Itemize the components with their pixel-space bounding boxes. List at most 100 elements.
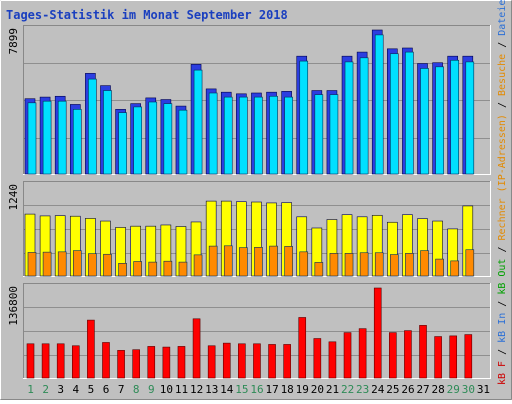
x-axis-day-label: 5: [88, 383, 95, 396]
legend-item: Rechner (IP-Adressen): [497, 114, 508, 240]
bar-kb-f: [464, 334, 473, 379]
bar-besuche: [435, 258, 444, 277]
chart-title: Tages-Statistik im Monat September 2018: [6, 8, 288, 22]
x-axis-day-label: 24: [371, 383, 385, 396]
bar-kb-f: [192, 318, 201, 379]
legend-separator: /: [497, 96, 508, 114]
bar-besuche: [27, 252, 37, 277]
bar-kb-f: [373, 287, 382, 379]
bar-kb-f: [343, 332, 352, 379]
bar-kb-f: [253, 343, 261, 379]
bar-besuche: [133, 261, 142, 277]
bar-kb-f: [449, 335, 458, 379]
bar-kb-f: [132, 349, 140, 379]
x-axis-day-label: 16: [250, 383, 263, 396]
bar-besuche: [223, 245, 233, 277]
bar-kb-f: [41, 343, 50, 379]
bar-dateien: [435, 66, 444, 175]
bar-kb-f: [238, 343, 246, 379]
bar-besuche: [359, 252, 369, 277]
bar-dateien: [254, 96, 263, 175]
x-axis-day-label: 30: [462, 383, 475, 396]
bar-besuche: [193, 254, 203, 277]
bar-besuche: [118, 263, 127, 277]
bar-kb-f: [26, 343, 35, 379]
bar-kb-f: [358, 328, 367, 379]
bar-besuche: [344, 253, 354, 277]
bar-besuche: [148, 261, 158, 277]
x-axis-day-label: 22: [341, 383, 354, 396]
bar-besuche: [254, 247, 263, 277]
bar-kb-f: [283, 344, 291, 379]
bar-besuche: [42, 251, 52, 277]
legend-item: kB F: [497, 361, 508, 385]
x-axis-day-label: 18: [281, 383, 294, 396]
bar-dateien: [405, 51, 414, 175]
bar-dateien: [27, 102, 37, 175]
bar-kb-f: [313, 338, 322, 379]
legend-item: Dateien: [497, 0, 508, 36]
legend: kB F / kB In / kB Out / Rechner (IP-Adre…: [497, 0, 508, 385]
bar-besuche: [299, 251, 309, 277]
x-axis-day-label: 29: [447, 383, 460, 396]
bar-besuche: [390, 254, 399, 277]
bar-besuche: [72, 250, 82, 277]
bar-besuche: [314, 262, 324, 277]
legend-item: Besuche: [497, 54, 508, 96]
bar-besuche: [284, 246, 293, 277]
bar-besuche: [163, 260, 173, 277]
x-axis-day-label: 10: [160, 383, 173, 396]
bar-dateien: [57, 100, 67, 175]
bar-kb-f: [56, 343, 65, 379]
bar-kb-f: [389, 332, 397, 379]
bar-dateien: [420, 68, 429, 175]
bar-dateien: [72, 109, 82, 175]
bar-kb-f: [117, 350, 125, 379]
bar-kb-f: [268, 344, 276, 379]
legend-separator: /: [497, 295, 508, 313]
bar-besuche: [269, 245, 278, 277]
bar-dateien: [88, 78, 97, 175]
x-axis-day-label: 23: [356, 383, 369, 396]
y-axis-max-label: 1240: [7, 184, 20, 211]
bar-dateien: [42, 100, 52, 175]
bar-dateien: [390, 53, 399, 175]
bar-dateien: [269, 95, 278, 175]
x-axis-day-label: 19: [296, 383, 309, 396]
legend-item: kB In: [497, 313, 508, 343]
bar-dateien: [374, 34, 384, 175]
bar-dateien: [465, 61, 475, 175]
bar-dateien: [284, 96, 293, 175]
x-axis-day-label: 15: [235, 383, 248, 396]
x-axis-day-label: 14: [220, 383, 234, 396]
bar-dateien: [133, 106, 142, 175]
legend-item: kB Out: [497, 259, 508, 295]
bar-besuche: [103, 253, 112, 277]
bar-besuche: [178, 261, 188, 277]
x-axis-day-label: 4: [73, 383, 80, 396]
x-axis-day-label: 21: [326, 383, 339, 396]
bar-besuche: [239, 247, 248, 277]
bar-dateien: [178, 109, 188, 175]
legend-separator: /: [497, 36, 508, 54]
bar-kb-f: [147, 346, 156, 379]
bar-kb-f: [177, 346, 186, 379]
bar-besuche: [450, 260, 460, 277]
bar-besuche: [420, 250, 429, 277]
bar-dateien: [193, 69, 203, 175]
bar-kb-f: [162, 346, 171, 379]
x-axis-day-label: 17: [265, 383, 278, 396]
bar-besuche: [405, 253, 414, 277]
bar-dateien: [208, 92, 218, 175]
bar-dateien: [329, 94, 339, 175]
bar-kb-f: [87, 319, 95, 379]
bar-besuche: [465, 249, 475, 277]
x-axis-day-label: 6: [103, 383, 110, 396]
y-axis-max-label: 7899: [7, 28, 20, 55]
bar-dateien: [299, 60, 309, 175]
x-axis-day-label: 9: [148, 383, 155, 396]
bar-dateien: [118, 112, 127, 175]
bar-kb-f: [328, 341, 337, 379]
x-axis-day-label: 31: [477, 383, 490, 396]
bar-kb-f: [404, 330, 412, 379]
